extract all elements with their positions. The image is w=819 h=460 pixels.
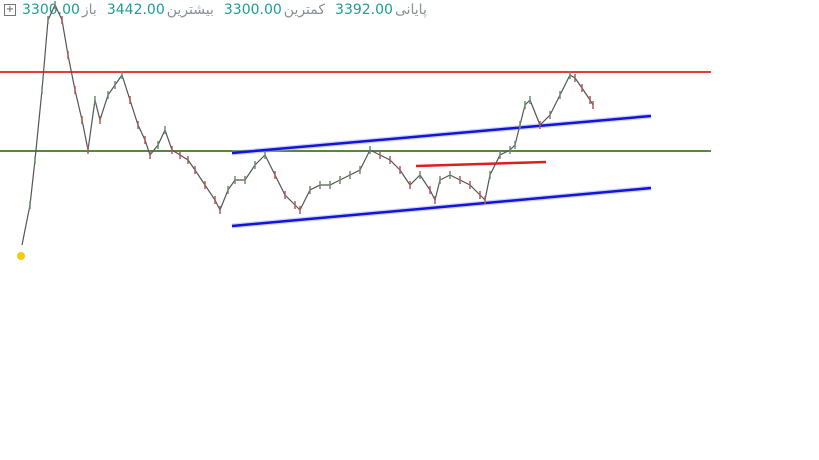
marker-dot bbox=[17, 252, 25, 260]
ohlc-value: 3300.00 bbox=[22, 2, 80, 18]
expand-icon[interactable]: + bbox=[4, 4, 16, 16]
ohlc-value: 3442.00 bbox=[106, 2, 165, 18]
price-line bbox=[21, 3, 594, 246]
ohlc-value: 3300.00 bbox=[223, 2, 282, 18]
ohlc-label: باز bbox=[81, 2, 97, 18]
trend-line bbox=[231, 114, 652, 155]
ohlc-header: +3300.00 باز 3442.00 بیشترین 3300.00 کمترین 33… bbox=[4, 2, 435, 18]
ohlc-label: پایانی bbox=[394, 2, 427, 18]
ohlc-value: 3392.00 bbox=[335, 2, 393, 18]
trend-line bbox=[415, 160, 547, 168]
ohlc-label: کمترین bbox=[283, 2, 326, 18]
ohlc-label: بیشترین bbox=[166, 2, 214, 18]
trend-line bbox=[231, 186, 652, 228]
